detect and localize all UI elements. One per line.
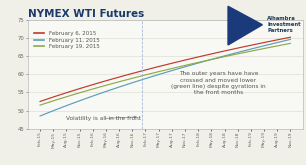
Legend: February 6, 2015, February 11, 2015, February 19, 2015: February 6, 2015, February 11, 2015, Feb…	[33, 30, 100, 50]
February 11, 2015	[110, 88, 114, 90]
February 11, 2015	[195, 62, 199, 64]
February 6, 2015	[119, 76, 122, 78]
February 11, 2015	[289, 38, 292, 40]
Text: NYMEX WTI Futures: NYMEX WTI Futures	[28, 9, 144, 19]
Polygon shape	[228, 6, 262, 45]
February 11, 2015	[102, 91, 106, 93]
February 6, 2015	[289, 36, 292, 38]
Text: The outer years have have
crossed and moved lower
(green line) despite gyrations: The outer years have have crossed and mo…	[171, 71, 266, 95]
February 11, 2015	[38, 115, 42, 117]
February 19, 2015	[38, 104, 42, 106]
Line: February 11, 2015: February 11, 2015	[40, 39, 290, 116]
February 19, 2015	[195, 62, 199, 64]
February 6, 2015	[102, 81, 106, 82]
February 6, 2015	[110, 78, 114, 80]
Line: February 19, 2015: February 19, 2015	[40, 43, 290, 105]
February 11, 2015	[123, 84, 127, 86]
February 19, 2015	[102, 85, 106, 87]
Text: Alhambra
Investment
Partners: Alhambra Investment Partners	[267, 16, 301, 33]
February 6, 2015	[81, 87, 84, 89]
February 11, 2015	[81, 99, 84, 101]
February 6, 2015	[38, 100, 42, 102]
February 19, 2015	[81, 91, 84, 93]
February 19, 2015	[123, 79, 127, 81]
February 19, 2015	[110, 83, 114, 85]
February 6, 2015	[195, 56, 199, 58]
Text: Volatility is all in the front: Volatility is all in the front	[65, 116, 140, 121]
Line: February 6, 2015: February 6, 2015	[40, 37, 290, 101]
February 19, 2015	[289, 42, 292, 44]
February 11, 2015	[119, 86, 122, 88]
February 19, 2015	[119, 80, 122, 82]
February 6, 2015	[123, 74, 127, 76]
